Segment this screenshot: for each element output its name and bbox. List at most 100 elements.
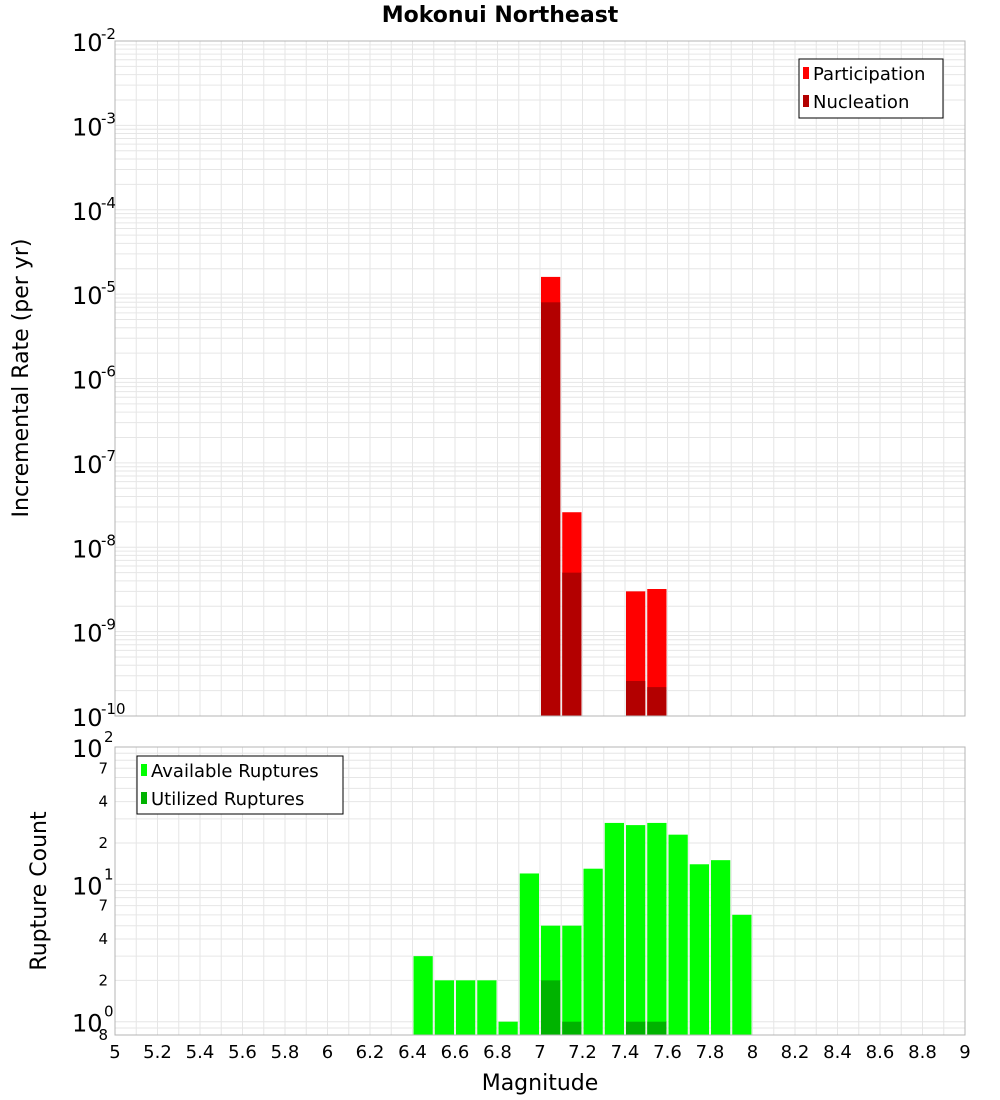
x-tick-label: 8.8 [908,1042,937,1063]
top-y-tick-base: 10 [72,451,103,479]
available-ruptures-bar [647,822,667,1035]
top-y-tick-base: 10 [72,535,103,563]
bottom-y-tick-exp: 0 [104,1003,114,1021]
bottom-y-minor-tick: 4 [98,793,108,811]
available-ruptures-bar [477,980,497,1035]
top-y-tick-base: 10 [72,704,103,732]
bottom-y-axis-label: Rupture Count [27,811,52,971]
bottom-plot-frame [114,746,966,1036]
x-axis-label: Magnitude [482,1071,599,1096]
top-y-tick: 10-6 [72,363,116,395]
available-ruptures-bar [498,1021,518,1035]
legend-label-nucleation: Nucleation [813,92,909,113]
bottom-y-tick-base: 10 [72,735,103,763]
top-y-tick-exp: -5 [101,278,116,296]
top-y-tick-exp: -2 [101,25,116,43]
top-y-tick-exp: -6 [101,363,116,381]
utilized-ruptures-bar [626,1021,646,1035]
x-tick-label: 6.2 [356,1042,385,1063]
legend-swatch-utilized [141,792,147,804]
legend-swatch-participation [803,67,809,79]
x-tick-label: 6.6 [441,1042,470,1063]
bottom-y-tick-base: 10 [72,1010,103,1038]
top-y-tick-exp: -4 [101,194,116,212]
bottom-y-minor-tick: 8 [98,1026,108,1044]
x-tick-label: 5.8 [271,1042,300,1063]
available-ruptures-bar [604,822,624,1035]
bottom-y-minor-tick: 7 [98,897,108,915]
top-y-tick: 10-8 [72,531,116,563]
x-tick-label: 5.2 [143,1042,172,1063]
top-y-tick: 10-9 [72,616,116,648]
top-y-tick: 10-5 [72,278,116,310]
x-tick-label: 8 [747,1042,758,1063]
bottom-y-tick-exp: 2 [104,728,114,746]
legend-label-utilized: Utilized Ruptures [151,789,304,810]
top-y-tick: 10-2 [72,25,116,57]
top-panel: 10-210-310-410-510-610-710-810-910-10 In… [9,25,966,732]
top-y-tick-exp: -8 [101,531,116,549]
bottom-y-tick: 10 0 [72,1003,114,1038]
available-ruptures-bar [583,868,603,1035]
top-y-tick-base: 10 [72,367,103,395]
top-y-tick-base: 10 [72,29,103,57]
available-ruptures-bar [732,914,752,1035]
available-ruptures-bar [689,864,709,1035]
bottom-y-minor-tick: 2 [98,971,108,989]
chart-title: Mokonui Northeast [382,3,619,28]
top-legend: Participation Nucleation [798,58,944,119]
bottom-y-minor-tick: 7 [98,759,108,777]
x-tick-label: 5 [109,1042,120,1063]
bottom-y-tick: 10 1 [72,865,114,900]
x-tick-label: 7 [534,1042,545,1063]
top-y-tick-base: 10 [72,282,103,310]
x-tick-label: 7.2 [568,1042,597,1063]
available-ruptures-bar [456,980,476,1035]
top-y-tick-base: 10 [72,198,103,226]
x-tick-label: 7.4 [611,1042,640,1063]
nucleation-bar [647,687,667,716]
utilized-ruptures-bar [541,980,561,1035]
x-tick-label: 8.6 [866,1042,895,1063]
x-tick-label: 6.4 [398,1042,427,1063]
x-tick-label: 8.2 [781,1042,810,1063]
top-y-tick-exp: -3 [101,109,116,127]
participation-bar [647,589,667,716]
bottom-y-tick-exp: 1 [104,865,114,883]
nucleation-bar [562,572,582,716]
available-ruptures-bar [626,825,646,1035]
x-tick-label: 7.6 [653,1042,682,1063]
available-ruptures-bar [562,925,582,1035]
top-y-tick-exp: -9 [101,616,116,634]
x-tick-label: 7.8 [696,1042,725,1063]
bottom-y-tick-base: 10 [72,872,103,900]
bottom-y-tick: 10 2 [72,728,114,763]
legend-label-available: Available Ruptures [151,761,319,782]
top-legend-box [798,58,944,119]
utilized-ruptures-bar [562,1021,582,1035]
legend-swatch-available [141,764,147,776]
x-tick-label: 5.4 [186,1042,215,1063]
top-y-axis-label: Incremental Rate (per yr) [9,239,34,518]
top-y-tick: 10-7 [72,447,116,479]
x-tick-label: 8.4 [823,1042,852,1063]
available-ruptures-bar [711,860,731,1035]
available-ruptures-bar [434,980,454,1035]
bottom-legend: Available Ruptures Utilized Ruptures [136,755,344,815]
legend-label-participation: Participation [813,64,925,85]
legend-swatch-nucleation [803,95,809,107]
bottom-y-minor-tick: 4 [98,930,108,948]
top-y-tick-exp: -7 [101,447,116,465]
x-tick-label: 6 [322,1042,333,1063]
nucleation-bar [626,680,646,716]
nucleation-bar [541,302,561,716]
available-ruptures-bar [413,956,433,1035]
available-ruptures-bar [519,873,539,1035]
top-y-tick: 10-4 [72,194,116,226]
utilized-ruptures-bar [647,1021,667,1035]
x-tick-label: 9 [959,1042,970,1063]
top-y-tick-exp: -10 [101,700,126,718]
bottom-y-minor-tick: 2 [98,834,108,852]
